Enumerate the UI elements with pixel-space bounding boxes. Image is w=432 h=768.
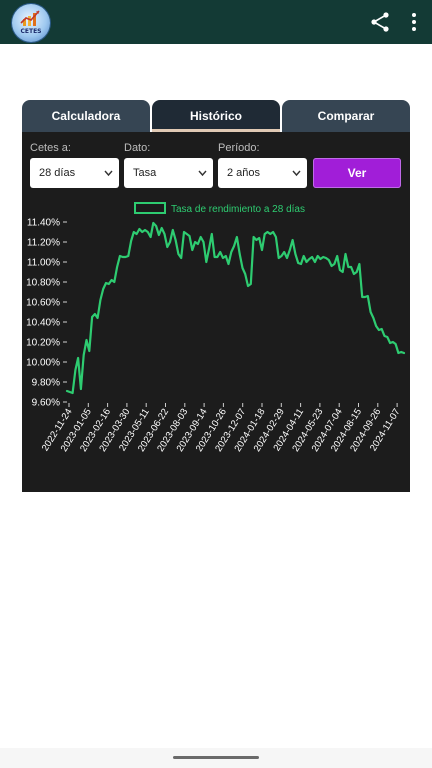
periodo-select[interactable]: 2 años: [218, 158, 307, 188]
chevron-down-icon: [292, 170, 301, 177]
y-tick-label: 11.40%: [27, 218, 60, 229]
tab-historico[interactable]: Histórico: [152, 100, 280, 132]
dato-label: Dato:: [124, 142, 151, 154]
cetes-select[interactable]: 28 días: [30, 158, 119, 188]
legend-label: Tasa de rendimiento a 28 días: [171, 204, 305, 215]
chevron-down-icon: [104, 170, 113, 177]
series-line: [65, 221, 406, 395]
app-bar: CETES: [0, 0, 432, 44]
y-tick-label: 9.60%: [32, 398, 60, 409]
historico-panel: Cetes a: Dato: Período: 28 días Tasa 2 a…: [22, 132, 410, 492]
home-gesture-handle[interactable]: [173, 756, 259, 759]
chart-growth-icon: [20, 10, 40, 26]
y-tick-label: 11.00%: [27, 258, 60, 269]
dato-select-value: Tasa: [133, 167, 157, 179]
y-tick-label: 10.60%: [26, 298, 60, 309]
y-tick-label: 10.20%: [26, 338, 60, 349]
y-tick-label: 9.80%: [32, 378, 60, 389]
cetes-logo: CETES: [12, 4, 50, 42]
tab-calculadora[interactable]: Calculadora: [22, 100, 150, 132]
legend-swatch: [134, 202, 166, 214]
dato-select[interactable]: Tasa: [124, 158, 213, 188]
chevron-down-icon: [198, 170, 207, 177]
share-icon[interactable]: [369, 11, 391, 33]
system-nav-bar: [0, 748, 432, 768]
ver-button[interactable]: Ver: [313, 158, 401, 188]
rate-history-chart: Tasa de rendimiento a 28 días 11.40% 11.20…: [26, 202, 406, 454]
y-tick-label: 10.40%: [26, 318, 60, 329]
periodo-select-value: 2 años: [227, 167, 261, 179]
more-options-icon[interactable]: [405, 11, 423, 33]
periodo-label: Período:: [218, 142, 260, 154]
tab-comparar[interactable]: Comparar: [282, 100, 410, 132]
cetes-label: Cetes a:: [30, 142, 71, 154]
y-tick-label: 11.20%: [27, 238, 60, 249]
y-tick-label: 10.80%: [26, 278, 60, 289]
logo-text: CETES: [20, 28, 42, 35]
y-tick-label: 10.00%: [26, 358, 60, 369]
tab-bar: Calculadora Histórico Comparar: [22, 100, 410, 132]
cetes-select-value: 28 días: [39, 167, 76, 179]
